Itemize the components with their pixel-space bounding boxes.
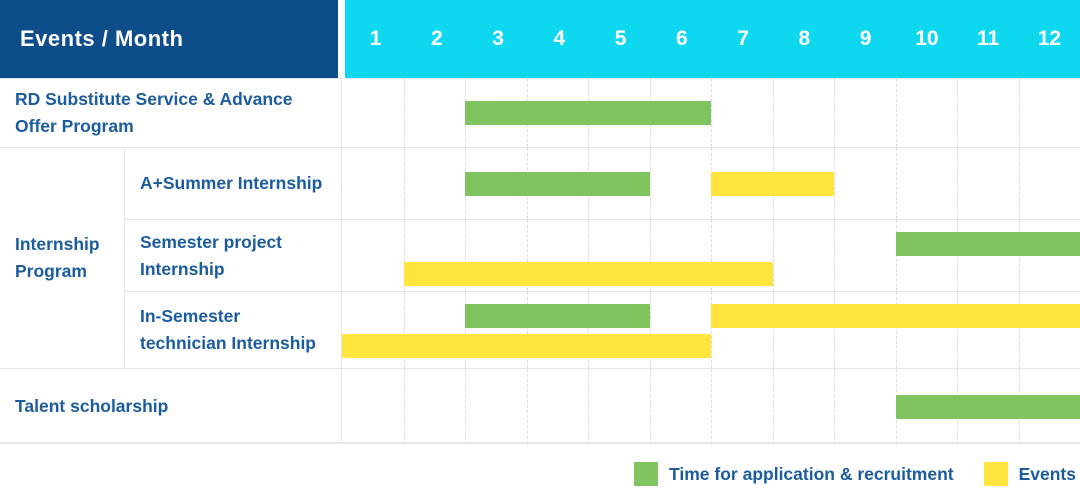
events-color-swatch [983,462,1008,486]
month-gridline [895,292,958,368]
month-gridline [465,292,527,368]
month-gridline [711,292,773,368]
month-gridline [403,79,466,147]
month-gridline [649,292,712,368]
row-label-text: Semester project Internship [140,231,283,279]
month-gridline [403,369,466,444]
month-gridline [957,79,1019,147]
month-gridline [711,79,773,147]
chart-row-in-semester-technician-internship [341,291,1080,368]
row-label-rd-substitute: RD Substitute Service & Advance Offer Pr… [0,78,341,147]
gantt-bar-application [895,394,1080,419]
row-label-text: In-Semester technician Internship [140,306,316,353]
month-label: 2 [431,27,443,50]
month-gridline [834,79,896,147]
chart-row-a-summer-internship [341,147,1080,219]
month-gridline [1018,79,1080,147]
month-gridline [649,148,712,219]
group-label-text: Internship Program [15,234,100,281]
month-gridline [834,369,896,444]
legend-label-application: Time for application & recruitment [669,463,954,484]
month-gridline [834,148,896,219]
group-label-internship-program: Internship Program [0,147,124,368]
gantt-table: Events / Month 1 2 3 4 5 6 7 8 9 10 11 12 RD Substi… [0,0,1080,444]
gantt-bar-application [465,171,650,196]
month-gridline [526,292,589,368]
events-month-header-label: Events / Month [20,26,184,51]
chart-row-talent-scholarship [341,368,1080,444]
month-gridline [588,292,650,368]
month-gridline [588,220,650,291]
month-gridline [834,220,896,291]
row-label-in-semester-technician-internship: In-Semester technician Internship [124,291,341,368]
month-gridline [649,220,712,291]
month-gridline [465,220,527,291]
month-gridline [649,369,712,444]
application-color-swatch [634,462,659,486]
month-gridline [1018,148,1080,219]
month-gridline [772,220,835,291]
month-label: 4 [553,27,566,50]
month-gridline [957,148,1019,219]
gantt-bar-application [465,304,650,328]
month-label: 10 [915,27,939,50]
gantt-bar-event [342,334,711,358]
month-gridline [526,369,589,444]
month-gridline [711,369,773,444]
month-label: 3 [492,27,504,50]
row-label-text: Talent scholarship [15,396,169,416]
row-label-semester-project-internship: Semester project Internship [124,219,341,291]
month-gridline [772,369,835,444]
row-label-a-summer-internship: A+Summer Internship [124,147,341,219]
month-gridline [588,369,650,444]
legend: Time for application & recruitment Event… [634,462,1076,486]
row-label-talent-scholarship: Talent scholarship [0,368,341,444]
legend-label-events: Events [1018,463,1076,484]
month-gridline [526,220,589,291]
month-gridline [403,148,466,219]
month-gridline [711,220,773,291]
legend-item-events: Events [983,462,1076,486]
month-gridline [465,369,527,444]
month-label: 12 [1037,27,1062,50]
month-label: 6 [676,27,688,50]
month-label: 9 [859,27,872,50]
gantt-bar-event [711,171,834,196]
events-month-header-cell: Events / Month [0,0,338,78]
chart-row-rd-substitute [341,78,1080,147]
month-gridline [957,292,1019,368]
row-label-text: RD Substitute Service & Advance Offer Pr… [15,89,293,136]
month-label: 5 [614,27,627,50]
month-label: 1 [369,27,382,50]
month-gridline [772,79,835,147]
gantt-bar-application [895,232,1080,256]
row-label-text: A+Summer Internship [140,173,323,193]
month-header: 1 2 3 4 5 6 7 8 9 10 11 12 [345,0,1080,78]
month-gridline [403,292,466,368]
legend-item-application: Time for application & recruitment [634,462,954,486]
month-label: 11 [977,27,1000,50]
chart-row-semester-project-internship [341,219,1080,291]
month-gridline [1018,292,1080,368]
gantt-bar-event [403,262,773,286]
month-gridline [834,292,896,368]
gantt-bar-application [465,101,711,125]
month-label: 7 [737,27,749,50]
month-gridline [403,220,466,291]
month-label: 8 [798,27,811,50]
gantt-bar-event [711,304,1080,328]
month-gridline [772,292,835,368]
month-gridline [895,79,958,147]
month-gridline [895,148,958,219]
